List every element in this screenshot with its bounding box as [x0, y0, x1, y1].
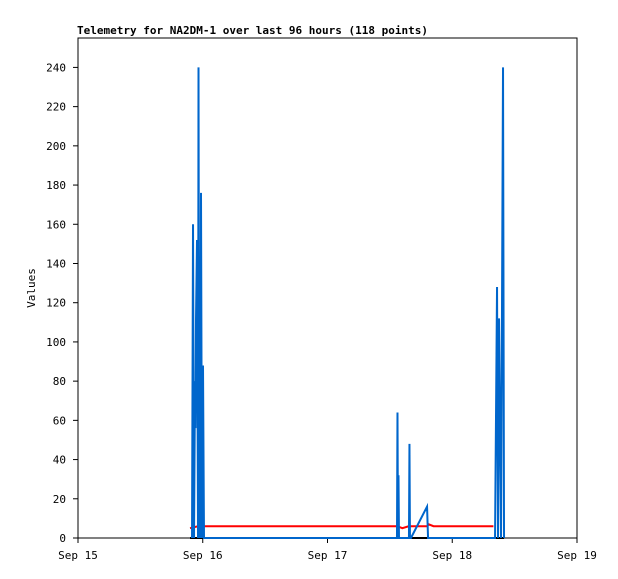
y-tick-label: 60 [53, 414, 66, 427]
y-tick-label: 240 [46, 61, 66, 74]
y-tick-label: 140 [46, 257, 66, 270]
y-tick-label: 0 [59, 532, 66, 545]
series-line [189, 523, 494, 530]
series-line [191, 67, 506, 539]
y-tick-label: 100 [46, 336, 66, 349]
y-axis-label: Values [25, 268, 38, 308]
x-tick-label: Sep 15 [58, 549, 98, 562]
y-tick-label: 200 [46, 140, 66, 153]
y-tick-label: 120 [46, 297, 66, 310]
x-tick-label: Sep 18 [432, 549, 472, 562]
y-tick-label: 220 [46, 101, 66, 114]
y-tick-label: 80 [53, 375, 66, 388]
y-tick-label: 160 [46, 218, 66, 231]
y-tick-label: 20 [53, 493, 66, 506]
y-tick-label: 40 [53, 454, 66, 467]
x-tick-label: Sep 17 [308, 549, 348, 562]
x-tick-label: Sep 19 [557, 549, 597, 562]
x-tick-label: Sep 16 [183, 549, 223, 562]
chart-title: Telemetry for NA2DM-1 over last 96 hours… [77, 24, 428, 37]
y-tick-label: 180 [46, 179, 66, 192]
